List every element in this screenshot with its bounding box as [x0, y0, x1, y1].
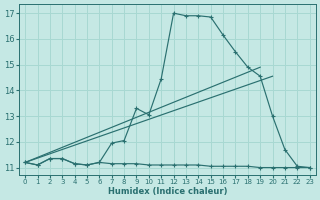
X-axis label: Humidex (Indice chaleur): Humidex (Indice chaleur) [108, 187, 227, 196]
